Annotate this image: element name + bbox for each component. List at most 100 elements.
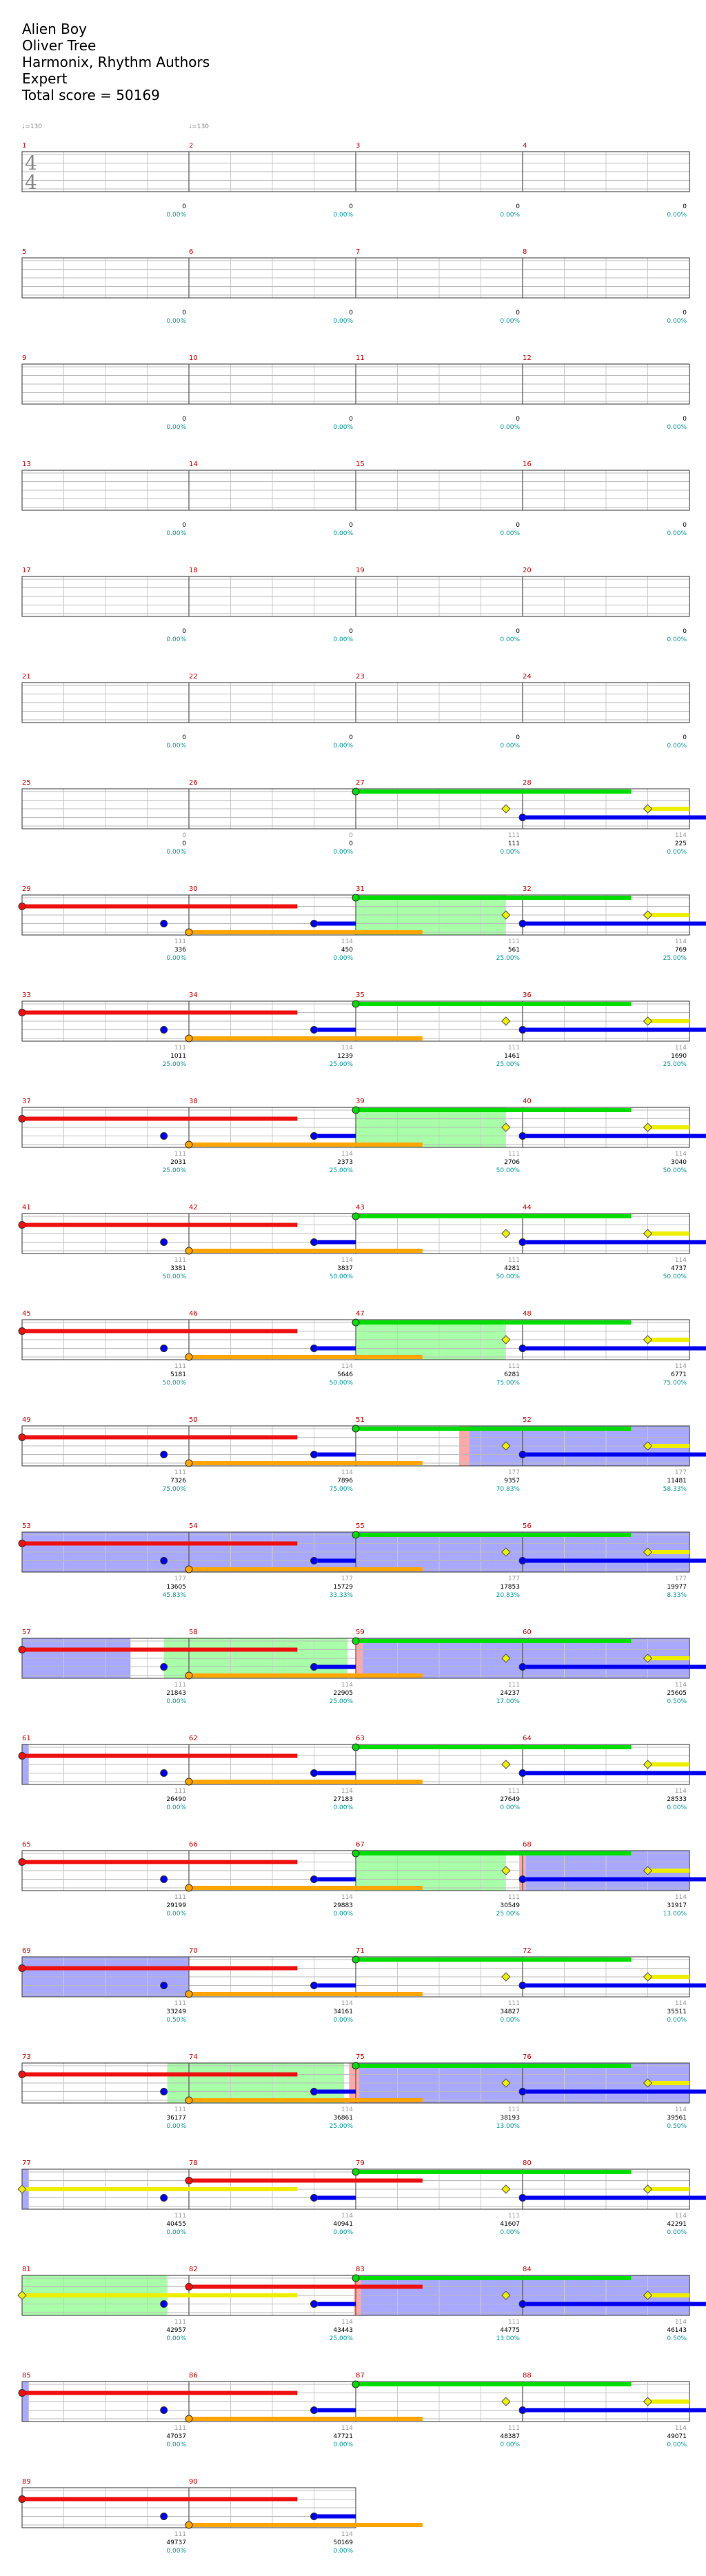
percent-label: 25.00%	[496, 955, 521, 962]
measure-number: 66	[189, 1841, 198, 1849]
note-gem	[18, 2389, 26, 2397]
note-gem	[501, 1866, 511, 1875]
measure-number: 46	[189, 1310, 198, 1318]
note-gem	[185, 2521, 193, 2529]
tick-count: 114	[341, 938, 353, 945]
note-gem	[352, 2168, 360, 2176]
score-label: 21843	[166, 1690, 186, 1697]
score-label: 42291	[667, 2221, 687, 2228]
note-gem	[352, 1318, 360, 1327]
note-gem	[18, 1115, 26, 1123]
tick-count: 111	[174, 938, 186, 945]
score-label: 44775	[500, 2327, 520, 2334]
tick-count: 114	[341, 1469, 353, 1476]
note-gem	[643, 2078, 653, 2088]
percent-label: 0.00%	[333, 955, 353, 962]
note-gem	[352, 2062, 360, 2070]
note-gem	[185, 1778, 193, 1786]
measure-number: 2	[189, 142, 193, 150]
note-gem	[643, 1229, 653, 1238]
tick-count: 114	[341, 1788, 353, 1795]
tick-count: 114	[675, 2000, 687, 2007]
score-label: 31917	[667, 1902, 687, 1909]
note-gem	[352, 1212, 360, 1220]
note-gem	[501, 2291, 511, 2300]
note-gem	[160, 2088, 168, 2095]
tick-count: 111	[174, 1363, 186, 1370]
score-label: 111	[508, 841, 520, 847]
score-label: 28533	[667, 1796, 687, 1803]
total-score: Total score = 50169	[22, 87, 160, 103]
tick-count: 111	[174, 1257, 186, 1264]
difficulty-label: Expert	[22, 70, 68, 87]
note-gem	[518, 2088, 527, 2095]
percent-label: 0.00%	[333, 2017, 353, 2024]
time-signature: 4	[25, 152, 37, 174]
measure-number: 86	[189, 2372, 198, 2379]
score-label: 47721	[333, 2433, 353, 2440]
measure-number: 50	[189, 1416, 198, 1424]
percent-label: 50.00%	[663, 1167, 687, 1174]
note-gem	[310, 1875, 318, 1883]
percent-label: 25.00%	[163, 1167, 187, 1174]
score-label: 1690	[671, 1053, 687, 1060]
tick-count: 114	[341, 1363, 353, 1370]
measure-number: 51	[356, 1416, 365, 1424]
note-gem	[501, 1229, 511, 1238]
percent-label: 0.00%	[500, 1804, 520, 1811]
measure-number: 7	[356, 248, 360, 256]
note-gem	[518, 1238, 527, 1246]
measure-number: 82	[189, 2266, 198, 2273]
percent-label: 25.00%	[330, 1167, 354, 1174]
score-label: 24237	[500, 1690, 520, 1697]
tick-count: 111	[508, 2000, 520, 2007]
measure-number: 60	[523, 1629, 532, 1636]
score-label: 0	[516, 734, 520, 741]
tick-count: 111	[174, 2000, 186, 2007]
score-label: 3837	[337, 1265, 353, 1272]
note-gem	[518, 920, 527, 927]
percent-label: 0.00%	[166, 636, 186, 643]
score-label: 0	[182, 522, 186, 529]
note-gem	[18, 1433, 26, 1441]
note-gem	[185, 928, 193, 936]
tick-count: 114	[675, 2213, 687, 2220]
percent-label: 0.00%	[667, 1804, 687, 1811]
note-gem	[310, 2513, 318, 2520]
tick-count: 177	[675, 1576, 687, 1582]
measure-number: 21	[22, 673, 31, 681]
measure-number: 34	[189, 992, 198, 999]
measure-number: 78	[189, 2160, 198, 2167]
tick-count: 114	[675, 1257, 687, 1264]
tick-count: 111	[508, 1363, 520, 1370]
percent-label: 0.00%	[500, 2442, 520, 2448]
measure-number: 74	[189, 2053, 198, 2061]
score-label: 40455	[166, 2221, 186, 2228]
note-gem	[518, 1132, 527, 1140]
tick-count: 111	[508, 2213, 520, 2220]
percent-label: 0.50%	[667, 1698, 687, 1705]
tick-count: 111	[174, 2425, 186, 2432]
tick-count: 114	[341, 1151, 353, 1158]
note-gem	[160, 920, 168, 927]
tick-count: 114	[675, 2106, 687, 2113]
score-label: 0	[516, 416, 520, 423]
percent-label: 50.00%	[330, 1380, 354, 1387]
note-gem	[310, 1345, 318, 1352]
note-gem	[17, 2291, 27, 2300]
note-gem	[643, 2397, 653, 2406]
note-gem	[518, 2194, 527, 2202]
note-gem	[643, 804, 653, 814]
tick-count: 111	[174, 1151, 186, 1158]
tick-count: 114	[675, 1045, 687, 1051]
score-label: 0	[182, 416, 186, 423]
percent-label: 0.00%	[166, 212, 186, 219]
note-gem	[185, 1353, 193, 1361]
note-gem	[160, 1557, 168, 1564]
score-label: 47037	[166, 2433, 186, 2440]
note-gem	[501, 2397, 511, 2406]
score-label: 0	[683, 734, 687, 741]
note-gem	[352, 787, 360, 796]
score-label: 26490	[166, 1796, 186, 1803]
tick-count: 114	[341, 2000, 353, 2007]
